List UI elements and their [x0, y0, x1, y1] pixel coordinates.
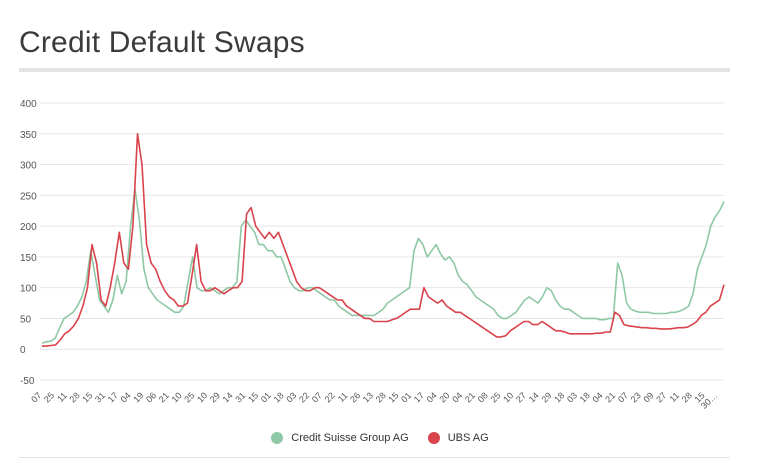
x-tick-label: 25 [42, 390, 56, 404]
y-tick-label: 300 [20, 161, 37, 172]
y-tick-label: 50 [20, 314, 32, 325]
legend-item-credit-suisse[interactable]: Credit Suisse Group AG [271, 432, 409, 444]
y-tick-label: 200 [20, 222, 37, 233]
legend-label-ubs: UBS AG [447, 432, 489, 444]
y-tick-label: -50 [20, 376, 35, 387]
x-tick-label: 22 [323, 390, 337, 404]
chart-title: Credit Default Swaps [19, 26, 305, 59]
legend-swatch-ubs [427, 432, 440, 444]
y-tick-label: 350 [20, 130, 37, 141]
grid-lines [40, 102, 724, 381]
y-axis: 400 350 300 250 200 150 100 50 0 -50 [20, 99, 37, 387]
x-tick-label: 27 [654, 390, 668, 404]
series-line-ubs [42, 133, 725, 347]
y-tick-label: 250 [20, 191, 37, 202]
title-divider [19, 68, 730, 72]
series-lines [41, 133, 725, 347]
legend-swatch-credit-suisse [271, 432, 284, 444]
legend-label-credit-suisse: Credit Suisse Group AG [291, 432, 409, 444]
y-tick-label: 100 [20, 284, 37, 295]
legend: Credit Suisse Group AG UBS AG [0, 432, 760, 447]
y-tick-label: 400 [20, 99, 37, 110]
legend-item-ubs[interactable]: UBS AG [427, 432, 489, 444]
y-tick-label: 150 [20, 253, 37, 264]
bottom-divider [19, 457, 730, 458]
series-line-credit-suisse [41, 188, 725, 344]
y-tick-label: 0 [20, 345, 26, 356]
